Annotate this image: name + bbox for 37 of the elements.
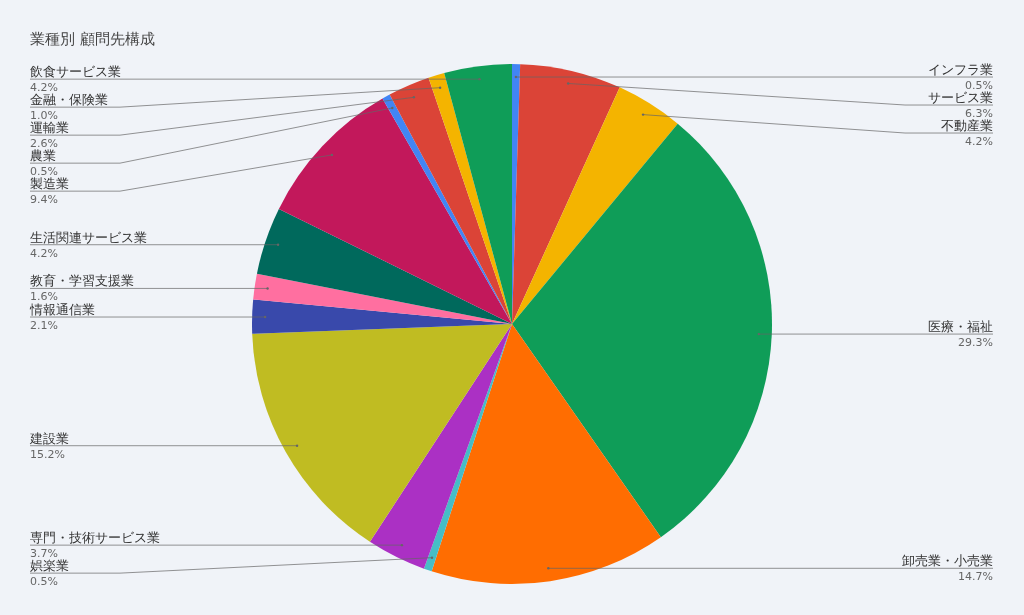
slice-label: 運輸業 [30, 120, 69, 136]
pie-slice [256, 208, 512, 324]
pie-slice [444, 64, 512, 324]
pie-slice [253, 273, 512, 324]
pie-slice [428, 73, 512, 324]
slice-label: 生活関連サービス業 [30, 229, 147, 245]
slice-label: サービス業 [928, 90, 993, 106]
slice-label: 製造業 [30, 176, 69, 192]
pie-slice [252, 324, 512, 542]
data-label: 2.1% [30, 319, 58, 333]
slice-label: 飲食サービス業 [30, 64, 121, 80]
slice-label: 教育・学習支援業 [30, 273, 134, 289]
slice-label: 金融・保険業 [30, 92, 108, 108]
pie-slice [369, 324, 512, 569]
pie-slice [431, 324, 661, 584]
slice-label: 農業 [30, 148, 56, 164]
slice-label: 情報通信業 [29, 302, 95, 318]
data-label: 14.7% [958, 570, 993, 584]
chart-title: 業種別 顧問先構成 [30, 30, 155, 48]
pie-slice [512, 87, 678, 324]
data-label: 15.2% [30, 447, 65, 461]
slice-label: 医療・福祉 [928, 319, 993, 335]
data-label: 0.5% [30, 575, 58, 589]
slice-label: 建設業 [29, 430, 69, 446]
data-label: 29.3% [958, 336, 993, 350]
pie-slice [423, 324, 512, 572]
pie-slice [512, 123, 772, 538]
data-label: 4.2% [30, 246, 58, 260]
slice-label: 卸売業・小売業 [902, 553, 993, 569]
slice-label: 娯楽業 [30, 558, 69, 574]
slice-label: 専門・技術サービス業 [30, 530, 160, 546]
slice-label: 不動産業 [941, 118, 993, 134]
pie-slice [278, 98, 512, 324]
data-label: 9.4% [30, 193, 58, 207]
slice-label: インフラ業 [928, 62, 993, 78]
data-label: 4.2% [965, 135, 993, 149]
data-label: 1.6% [30, 290, 58, 304]
